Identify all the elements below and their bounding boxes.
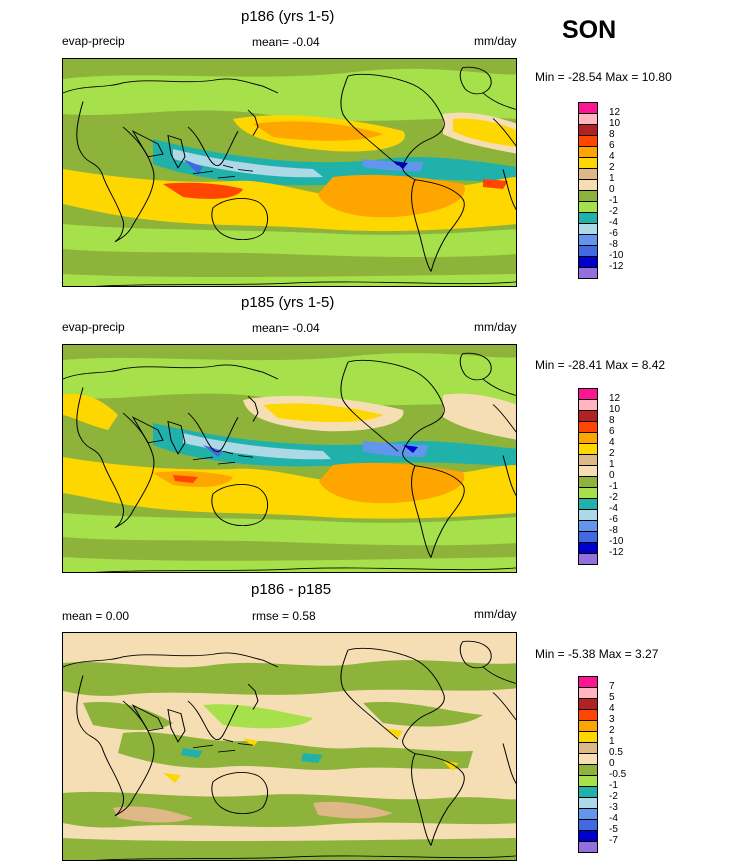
panel2-mean-label: mean= -0.04 [252, 321, 320, 335]
panel2-title: p185 (yrs 1-5) [241, 294, 335, 311]
colorbar-tick: 0.5 [609, 747, 623, 758]
colorbar-tick: -10 [609, 536, 624, 547]
colorbar-tick: -10 [609, 250, 624, 261]
panel1-minmax: Min = -28.54 Max = 10.80 [535, 70, 672, 84]
colorbar-tick: -3 [609, 802, 618, 813]
colorbar-tick: -8 [609, 239, 618, 250]
colorbar-tick: -8 [609, 525, 618, 536]
colorbar-tick: -2 [609, 492, 618, 503]
panel1-map [62, 58, 517, 287]
colorbar-tick: 1 [609, 459, 615, 470]
colorbar-tick: -1 [609, 780, 618, 791]
colorbar-tick: 2 [609, 725, 615, 736]
panel2-units: mm/day [474, 320, 517, 334]
swatch [578, 841, 598, 853]
season-label: SON [562, 16, 617, 44]
panel2-colorbar: 12 10 8 6 4 2 1 0 -1 -2 -4 -6 -8 -10 -12 [578, 388, 623, 568]
colorbar-tick: -1 [609, 195, 618, 206]
colorbar-tick: 1 [609, 173, 615, 184]
colorbar-tick: 10 [609, 118, 621, 129]
colorbar-tick: -1 [609, 481, 618, 492]
panel2-map [62, 344, 517, 573]
colorbar-tick: 0 [609, 758, 615, 769]
panel2-minmax: Min = -28.41 Max = 8.42 [535, 358, 666, 372]
colorbar-tick: -7 [609, 835, 618, 846]
colorbar-tick: 8 [609, 415, 615, 426]
colorbar-tick: -6 [609, 228, 618, 239]
panel1-mean-label: mean= -0.04 [252, 35, 320, 49]
colorbar-tick: -6 [609, 514, 618, 525]
colorbar-tick: 2 [609, 162, 615, 173]
panel2-left-label: evap-precip [62, 320, 125, 334]
colorbar-tick: 6 [609, 426, 615, 437]
colorbar-tick: 1 [609, 736, 615, 747]
colorbar-tick: 8 [609, 129, 615, 140]
colorbar-tick: -2 [609, 791, 618, 802]
colorbar-tick: 6 [609, 140, 615, 151]
panel1-title: p186 (yrs 1-5) [241, 8, 335, 25]
colorbar-tick: 12 [609, 393, 621, 404]
swatch [578, 553, 598, 565]
panel1-units: mm/day [474, 34, 517, 48]
colorbar-tick: -12 [609, 261, 624, 272]
colorbar-tick: -12 [609, 547, 624, 558]
panel3-rmse-label: rmse = 0.58 [252, 609, 316, 623]
colorbar-tick: 0 [609, 184, 615, 195]
panel3-units: mm/day [474, 607, 517, 621]
panel1-left-label: evap-precip [62, 34, 125, 48]
colorbar-tick: -4 [609, 503, 618, 514]
colorbar-tick: -2 [609, 206, 618, 217]
colorbar-tick: -4 [609, 813, 618, 824]
colorbar-tick: 0 [609, 470, 615, 481]
colorbar-tick: -5 [609, 824, 618, 835]
colorbar-tick: 4 [609, 437, 615, 448]
panel3-colorbar: 7 5 4 3 2 1 0.5 0 -0.5 -1 -2 -3 -4 -5 -7 [578, 676, 626, 856]
colorbar-tick: -0.5 [609, 769, 627, 780]
panel3-minmax: Min = -5.38 Max = 3.27 [535, 647, 659, 661]
panel1-colorbar: 12 10 8 6 4 2 1 0 -1 -2 -4 -6 -8 -10 -12 [578, 102, 623, 282]
panel3-map [62, 632, 517, 861]
colorbar-tick: 4 [609, 151, 615, 162]
colorbar-tick: 12 [609, 107, 621, 118]
colorbar-tick: 2 [609, 448, 615, 459]
swatch [578, 267, 598, 279]
colorbar-tick: 7 [609, 681, 615, 692]
colorbar-tick: 5 [609, 692, 615, 703]
colorbar-tick: 4 [609, 703, 615, 714]
colorbar-tick: -4 [609, 217, 618, 228]
colorbar-tick: 10 [609, 404, 621, 415]
panel3-mean-label: mean = 0.00 [62, 609, 130, 623]
panel3-title: p186 - p185 [251, 581, 332, 598]
colorbar-tick: 3 [609, 714, 615, 725]
